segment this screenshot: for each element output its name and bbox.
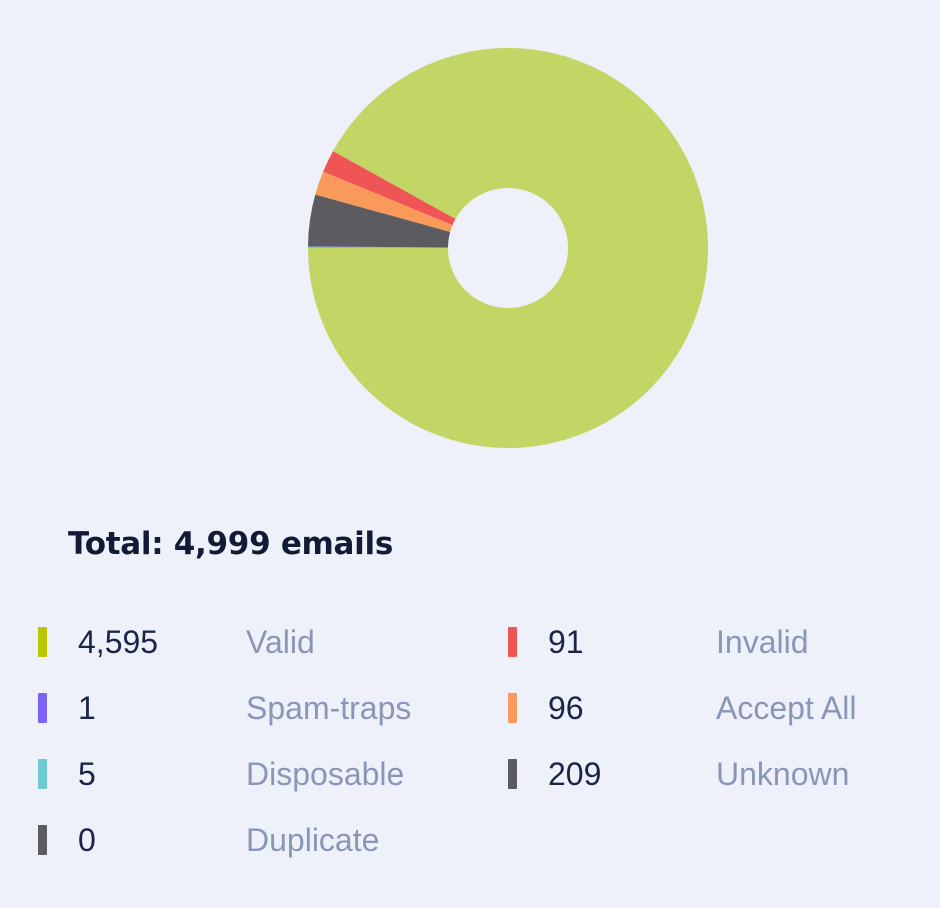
donut-slice-spam-traps bbox=[308, 246, 449, 248]
legend-label-unknown: Unknown bbox=[716, 756, 850, 792]
legend-count-accept-all: 96 bbox=[548, 690, 584, 726]
legend-label-disposable: Disposable bbox=[246, 756, 405, 792]
legend-swatch-invalid bbox=[508, 627, 517, 657]
legend-count-invalid: 91 bbox=[548, 624, 584, 660]
donut-slice-valid bbox=[308, 48, 708, 449]
donut-slice-disposable bbox=[308, 246, 449, 248]
legend-count-unknown: 209 bbox=[548, 756, 602, 792]
legend-label-invalid: Invalid bbox=[716, 624, 809, 660]
legend-count-spam-traps: 1 bbox=[78, 690, 96, 726]
legend-count-duplicate: 0 bbox=[78, 822, 96, 858]
legend-swatch-accept-all bbox=[508, 693, 517, 723]
donut-slice-unknown bbox=[308, 194, 451, 248]
legend-swatch-spam-traps bbox=[38, 693, 47, 723]
legend-swatch-valid bbox=[38, 627, 47, 657]
legend-count-disposable: 5 bbox=[78, 756, 96, 792]
legend-swatch-disposable bbox=[38, 759, 47, 789]
donut-chart bbox=[308, 48, 708, 449]
legend-count-valid: 4,595 bbox=[78, 624, 159, 660]
legend-swatch-unknown bbox=[508, 759, 517, 789]
legend-swatch-duplicate bbox=[38, 825, 47, 855]
legend-label-spam-traps: Spam-traps bbox=[246, 690, 412, 726]
legend-label-valid: Valid bbox=[246, 624, 315, 660]
legend-label-duplicate: Duplicate bbox=[246, 822, 380, 858]
donut-slice-invalid bbox=[323, 151, 456, 226]
legend-label-accept-all: Accept All bbox=[716, 690, 857, 726]
donut-slice-accept-all bbox=[315, 171, 453, 232]
total-emails: Total: 4,999 emails bbox=[68, 526, 393, 562]
